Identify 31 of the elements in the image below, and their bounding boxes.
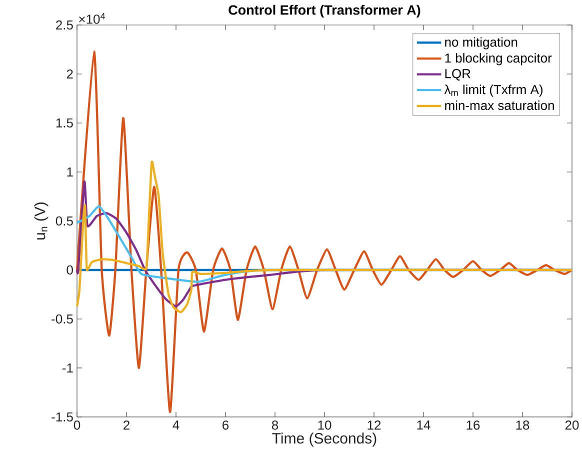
x-axis-title: Time (Seconds) xyxy=(272,432,376,447)
x-tick-label: 0 xyxy=(74,420,80,430)
x-tick-label: 14 xyxy=(417,420,430,430)
legend-label: 1 blocking capcitor xyxy=(445,53,552,66)
legend-label: min-max saturation xyxy=(445,100,554,110)
legend-label: λ$_{m}$ limit (Txfrm A) xyxy=(444,84,543,97)
y-tick-label: 2.5 xyxy=(56,20,73,30)
x-tick-label: 18 xyxy=(516,420,530,430)
y-tick-label: -1.5 xyxy=(52,412,73,422)
x-tick-label: 12 xyxy=(368,420,381,430)
x-tick-label: 20 xyxy=(565,420,579,430)
x-tick-label: 8 xyxy=(272,420,278,430)
legend-label: LQR xyxy=(445,69,470,81)
y-tick-label: -0.5 xyxy=(52,314,73,324)
y-axis-title: u$_{n}$ (V) xyxy=(34,202,48,240)
x-tick-label: 6 xyxy=(222,420,229,430)
y-tick-label: 1 xyxy=(67,168,73,176)
y-tick-label: 2 xyxy=(66,69,73,79)
x-tick-label: 4 xyxy=(172,420,180,430)
line-series xyxy=(76,50,574,414)
y-tick-label: 1.5 xyxy=(56,118,73,128)
x-tick-label: 2 xyxy=(124,420,130,430)
x-tick-label: 10 xyxy=(318,420,332,430)
chart-title: Control Effort (Transformer A) xyxy=(228,4,420,18)
legend-label: no mitigation xyxy=(445,37,518,50)
line-series xyxy=(76,161,574,314)
text: ×10$^{4}$ xyxy=(79,13,106,24)
x-tick-label: 16 xyxy=(466,420,480,430)
y-tick-label: 0 xyxy=(66,265,73,275)
y-tick-label: 0.5 xyxy=(56,216,73,226)
y-tick-label: -1 xyxy=(62,364,73,372)
